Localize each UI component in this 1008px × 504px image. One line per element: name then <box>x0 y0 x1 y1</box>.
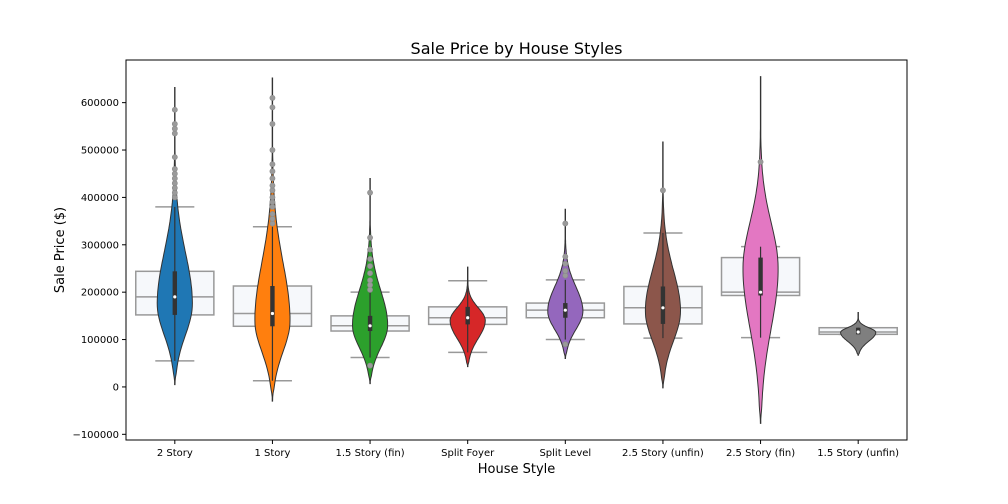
chart-marks <box>135 76 898 424</box>
x-tick-label: 1.5 Story (unfin) <box>817 448 899 459</box>
outlier-point <box>367 286 373 293</box>
outlier-point <box>660 187 666 194</box>
outlier-point <box>171 121 178 127</box>
outlier-point <box>367 189 373 196</box>
inner-iqr <box>660 286 666 324</box>
outlier-point <box>171 180 178 187</box>
x-tick-label: 2 Story <box>157 448 193 459</box>
inner-iqr <box>172 271 178 315</box>
y-tick-label: 500000 <box>81 146 119 157</box>
outlier-point <box>171 154 178 161</box>
y-axis: −100000 0 100000 200000 300000 400000 500000 60… <box>72 98 126 441</box>
outlier-point <box>171 175 178 182</box>
y-tick-label: 200000 <box>81 288 119 299</box>
category-group <box>427 266 508 368</box>
x-tick-label: Split Foyer <box>441 448 495 459</box>
outlier-point <box>562 272 569 279</box>
category-group <box>232 77 313 402</box>
outlier-point <box>367 362 373 369</box>
outlier-point <box>171 130 178 137</box>
y-tick-label: 100000 <box>81 335 119 346</box>
outlier-point <box>269 194 276 201</box>
category-group <box>818 312 898 356</box>
inner-median-dot <box>563 308 567 312</box>
chart-title: Sale Price by House Styles <box>411 39 623 58</box>
outlier-point <box>367 256 373 262</box>
y-tick-label: 0 <box>113 382 119 393</box>
category-group <box>623 141 703 389</box>
category-group <box>720 76 801 424</box>
y-tick-label: 600000 <box>81 98 119 109</box>
x-tick-label: 2.5 Story (unfin) <box>622 448 704 459</box>
outlier-point <box>269 182 276 189</box>
x-axis-label: House Style <box>478 462 556 477</box>
x-tick-label: Split Level <box>539 448 591 459</box>
y-tick-label: 400000 <box>81 193 119 204</box>
outlier-point <box>562 260 569 267</box>
x-axis: 2 Story 1 Story 1.5 Story (fin) Split Foyer… <box>157 440 899 459</box>
y-tick-label: −100000 <box>72 430 119 441</box>
outlier-point <box>269 161 276 168</box>
outlier-point <box>367 282 373 288</box>
outlier-point <box>269 168 276 175</box>
outlier-point <box>269 104 276 111</box>
outlier-point <box>171 194 178 201</box>
inner-iqr <box>758 257 763 296</box>
outlier-point <box>171 125 178 132</box>
outlier-point <box>757 158 764 165</box>
outlier-point <box>171 106 178 113</box>
category-group <box>525 208 606 359</box>
outlier-point <box>562 267 569 274</box>
category-group <box>135 87 215 386</box>
plot-frame <box>125 59 908 441</box>
inner-iqr <box>367 315 373 332</box>
outlier-point <box>269 95 276 101</box>
outlier-point <box>269 211 276 217</box>
outlier-point <box>269 187 276 194</box>
category-group <box>330 178 410 385</box>
outlier-point <box>367 234 373 241</box>
outlier-point <box>269 147 276 153</box>
inner-iqr <box>270 286 275 327</box>
outlier-point <box>171 166 178 172</box>
outlier-point <box>367 277 373 284</box>
outlier-point <box>269 220 276 227</box>
outlier-point <box>269 199 276 206</box>
x-tick-label: 1 Story <box>254 448 290 459</box>
outlier-point <box>562 253 569 260</box>
inner-median-dot <box>661 306 665 310</box>
y-axis-label: Sale Price ($) <box>53 207 68 293</box>
inner-median-dot <box>270 311 275 316</box>
outlier-point <box>562 220 569 227</box>
inner-median-dot <box>368 324 372 328</box>
outlier-point <box>367 263 373 270</box>
inner-median-dot <box>173 295 177 299</box>
outlier-point <box>367 270 373 277</box>
inner-iqr <box>465 306 470 325</box>
outlier-point <box>171 189 178 196</box>
outlier-point <box>367 246 373 253</box>
inner-median-dot <box>758 290 763 294</box>
outlier-point <box>562 341 569 348</box>
outlier-point <box>171 170 178 177</box>
outlier-point <box>269 215 276 222</box>
y-tick-label: 300000 <box>81 240 119 251</box>
outlier-point <box>269 203 276 210</box>
inner-median-dot <box>856 330 860 334</box>
inner-median-dot <box>466 316 470 320</box>
outlier-point <box>269 121 276 127</box>
x-tick-label: 1.5 Story (fin) <box>336 448 405 459</box>
outlier-point <box>171 185 178 191</box>
x-tick-label: 2.5 Story (fin) <box>726 448 795 459</box>
plot-area <box>126 60 907 440</box>
outlier-point <box>269 175 276 182</box>
